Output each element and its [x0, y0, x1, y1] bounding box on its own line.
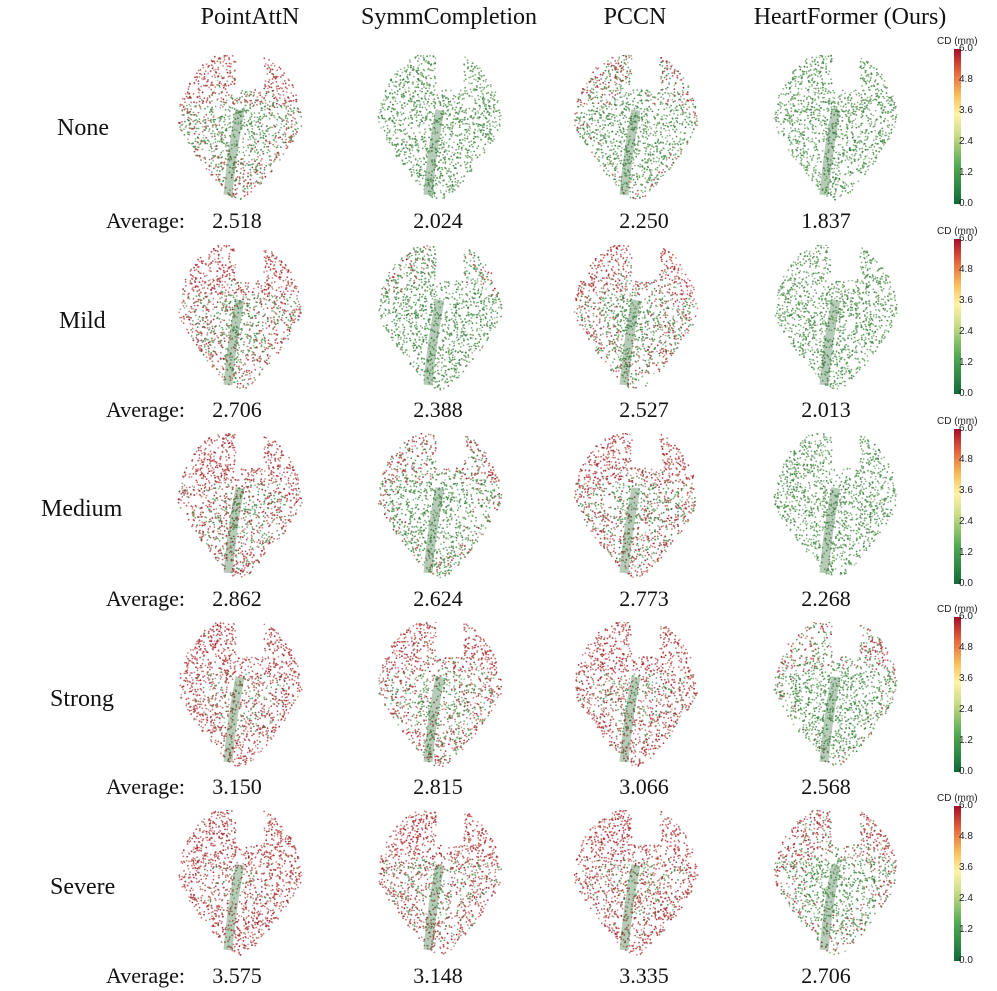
colorbar-tick-label: 0.0	[959, 198, 973, 209]
average-value: 1.837	[766, 208, 886, 234]
heart-point-cloud	[766, 54, 906, 205]
column-header-pccn: PCCN	[580, 4, 690, 31]
average-value: 3.150	[177, 774, 297, 800]
colorbar-tick-label: 6.0	[959, 43, 973, 54]
row-label-severe: Severe	[50, 874, 115, 901]
average-label: Average:	[106, 586, 185, 612]
average-label: Average:	[106, 208, 185, 234]
heart-point-cloud	[566, 54, 706, 205]
colorbar-tick-label: 2.4	[959, 326, 973, 337]
colorbar-tick-label: 3.6	[959, 295, 973, 306]
colorbar-tick-label: 6.0	[959, 611, 973, 622]
colorbar-tick-label: 1.2	[959, 924, 973, 935]
colorbar-gradient	[954, 806, 961, 961]
average-value: 2.527	[584, 397, 704, 423]
average-value: 2.518	[177, 208, 297, 234]
colorbar-tick-label: 0.0	[959, 388, 973, 399]
colorbar-tick-label: 3.6	[959, 862, 973, 873]
heart-point-cloud	[766, 244, 906, 395]
colorbar: CD (mm) 6.0 4.8 3.6 2.4 1.2 0.0	[934, 793, 996, 968]
average-label: Average:	[106, 397, 185, 423]
colorbar-gradient	[954, 429, 961, 584]
heart-point-cloud	[370, 810, 510, 960]
colorbar-title: CD (mm)	[937, 36, 978, 47]
colorbar-tick-label: 1.2	[959, 547, 973, 558]
heart-point-cloud	[766, 621, 906, 772]
heart-point-cloud	[370, 54, 510, 205]
colorbar-tick-label: 2.4	[959, 704, 973, 715]
average-label: Average:	[106, 774, 185, 800]
average-value: 3.066	[584, 774, 704, 800]
row-label-medium: Medium	[41, 496, 122, 523]
average-value: 2.815	[378, 774, 498, 800]
average-label: Average:	[106, 963, 185, 989]
average-value: 3.148	[378, 963, 498, 989]
column-header-symmcompletion: SymmCompletion	[344, 4, 554, 31]
colorbar-tick-label: 6.0	[959, 800, 973, 811]
heart-point-cloud	[766, 809, 906, 960]
colorbar-gradient	[954, 49, 961, 204]
heart-point-cloud	[566, 621, 706, 772]
average-value: 2.706	[766, 963, 886, 989]
average-value: 2.268	[766, 586, 886, 612]
heart-point-cloud	[566, 809, 706, 960]
average-value: 2.250	[584, 208, 704, 234]
colorbar-tick-label: 2.4	[959, 516, 973, 527]
colorbar-tick-label: 1.2	[959, 735, 973, 746]
column-header-heartformer: HeartFormer (Ours)	[740, 4, 960, 31]
average-value: 2.862	[177, 586, 297, 612]
colorbar-tick-label: 0.0	[959, 955, 973, 966]
average-value: 2.024	[378, 208, 498, 234]
colorbar-tick-label: 3.6	[959, 105, 973, 116]
colorbar-tick-label: 6.0	[959, 423, 973, 434]
colorbar-title: CD (mm)	[937, 604, 978, 615]
colorbar-tick-label: 0.0	[959, 766, 973, 777]
column-header-pointattn: PointAttN	[180, 4, 320, 31]
colorbar: CD (mm) 6.0 4.8 3.6 2.4 1.2 0.0	[934, 416, 996, 591]
colorbar-tick-label: 4.8	[959, 642, 973, 653]
colorbar-tick-label: 2.4	[959, 893, 973, 904]
colorbar-title: CD (mm)	[937, 416, 978, 427]
average-value: 2.388	[378, 397, 498, 423]
heart-point-cloud	[370, 621, 510, 772]
colorbar: CD (mm) 6.0 4.8 3.6 2.4 1.2 0.0	[934, 36, 996, 211]
colorbar-tick-label: 4.8	[959, 264, 973, 275]
colorbar: CD (mm) 6.0 4.8 3.6 2.4 1.2 0.0	[934, 604, 996, 779]
colorbar-tick-label: 4.8	[959, 74, 973, 85]
average-value: 2.773	[584, 586, 704, 612]
average-value: 3.335	[584, 963, 704, 989]
average-value: 2.013	[766, 397, 886, 423]
average-value: 3.575	[177, 963, 297, 989]
heart-point-cloud	[370, 245, 510, 395]
heart-point-cloud	[170, 54, 310, 205]
row-label-none: None	[57, 115, 109, 142]
colorbar-tick-label: 4.8	[959, 831, 973, 842]
colorbar-tick-label: 3.6	[959, 485, 973, 496]
row-label-strong: Strong	[50, 686, 114, 713]
colorbar-tick-label: 6.0	[959, 233, 973, 244]
heart-point-cloud	[170, 809, 310, 960]
colorbar-gradient	[954, 617, 961, 772]
colorbar-tick-label: 1.2	[959, 167, 973, 178]
heart-point-cloud	[170, 244, 310, 395]
heart-point-cloud	[566, 244, 706, 395]
colorbar-tick-label: 1.2	[959, 357, 973, 368]
colorbar: CD (mm) 6.0 4.8 3.6 2.4 1.2 0.0	[934, 226, 996, 401]
colorbar-tick-label: 2.4	[959, 136, 973, 147]
heart-point-cloud	[370, 432, 510, 583]
average-value: 2.568	[766, 774, 886, 800]
colorbar-title: CD (mm)	[937, 793, 978, 804]
average-value: 2.706	[177, 397, 297, 423]
average-value: 2.624	[378, 586, 498, 612]
heart-point-cloud	[566, 432, 706, 583]
heart-point-cloud	[170, 622, 310, 772]
colorbar-gradient	[954, 239, 961, 394]
row-label-mild: Mild	[59, 308, 106, 335]
heart-point-cloud	[170, 433, 310, 583]
colorbar-tick-label: 4.8	[959, 454, 973, 465]
colorbar-title: CD (mm)	[937, 226, 978, 237]
heart-point-cloud	[766, 432, 906, 583]
colorbar-tick-label: 3.6	[959, 673, 973, 684]
colorbar-tick-label: 0.0	[959, 578, 973, 589]
